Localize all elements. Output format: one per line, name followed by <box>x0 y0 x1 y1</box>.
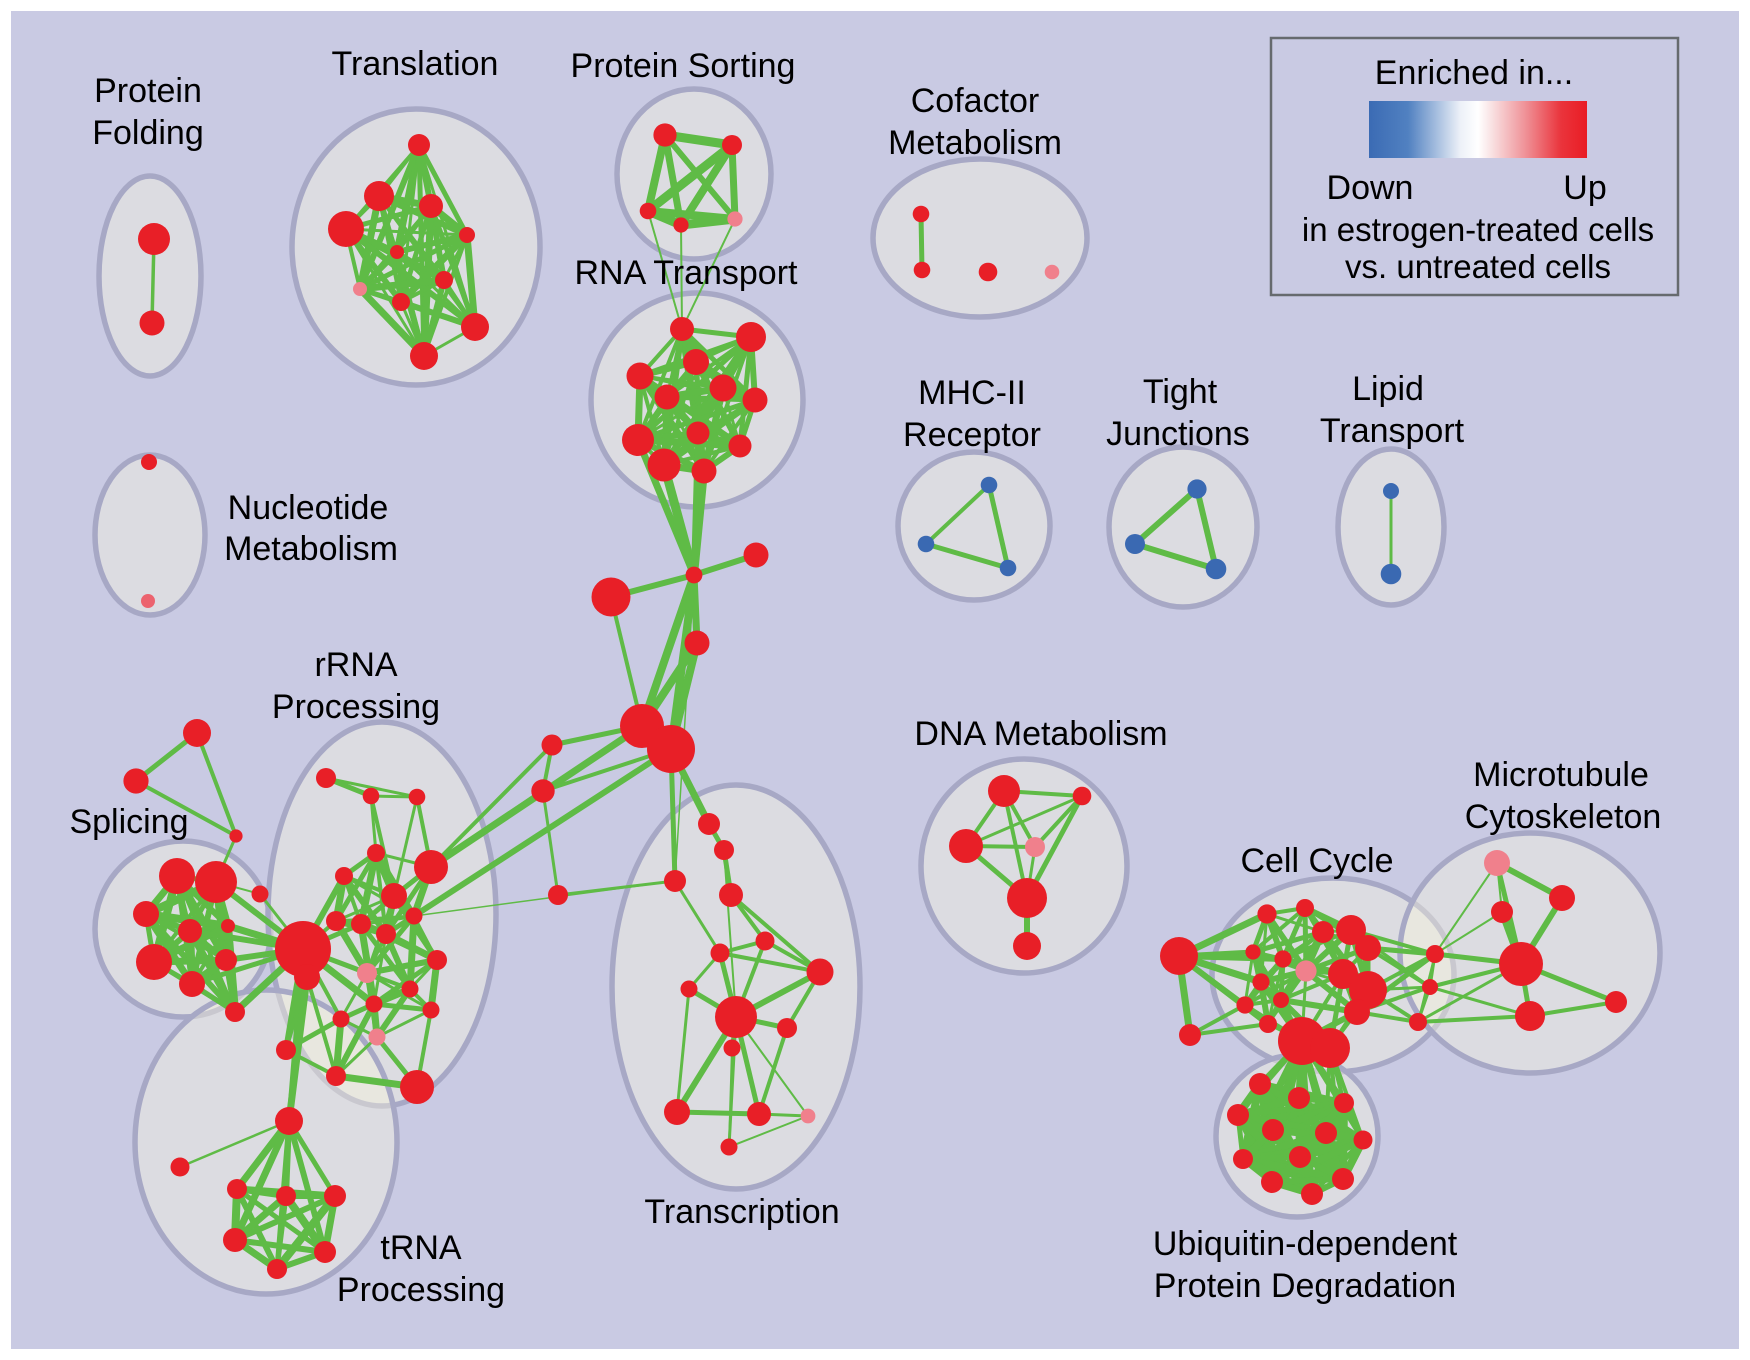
svg-text:Protein Sorting: Protein Sorting <box>571 47 796 85</box>
svg-text:Microtubule: Microtubule <box>1473 756 1649 794</box>
svg-text:Folding: Folding <box>92 114 204 152</box>
svg-text:Cofactor: Cofactor <box>911 82 1040 120</box>
svg-text:Receptor: Receptor <box>903 416 1041 454</box>
svg-text:in estrogen-treated cells: in estrogen-treated cells <box>1302 211 1654 248</box>
svg-text:Metabolism: Metabolism <box>888 124 1062 162</box>
svg-text:Metabolism: Metabolism <box>224 530 398 568</box>
svg-text:Nucleotide: Nucleotide <box>228 489 389 527</box>
svg-text:Junctions: Junctions <box>1106 415 1250 453</box>
svg-text:Transcription: Transcription <box>644 1193 839 1231</box>
svg-text:Cytoskeleton: Cytoskeleton <box>1465 798 1662 836</box>
svg-text:vs. untreated cells: vs. untreated cells <box>1345 248 1611 285</box>
svg-text:Up: Up <box>1563 169 1606 207</box>
svg-text:RNA Transport: RNA Transport <box>575 254 799 292</box>
svg-text:Splicing: Splicing <box>69 803 188 841</box>
svg-text:Translation: Translation <box>332 45 499 83</box>
svg-text:tRNA: tRNA <box>380 1229 462 1267</box>
svg-text:Protein: Protein <box>94 72 202 110</box>
svg-text:Protein Degradation: Protein Degradation <box>1154 1267 1456 1305</box>
svg-text:Tight: Tight <box>1143 373 1218 411</box>
svg-text:Processing: Processing <box>337 1271 505 1309</box>
svg-text:rRNA: rRNA <box>314 646 397 684</box>
svg-text:MHC-II: MHC-II <box>918 374 1026 412</box>
svg-text:Processing: Processing <box>272 688 440 726</box>
svg-text:Ubiquitin-dependent: Ubiquitin-dependent <box>1153 1225 1458 1263</box>
svg-text:Enriched in...: Enriched in... <box>1375 54 1573 92</box>
svg-text:Transport: Transport <box>1320 412 1465 450</box>
svg-text:Lipid: Lipid <box>1352 370 1424 408</box>
svg-text:DNA Metabolism: DNA Metabolism <box>914 715 1167 753</box>
svg-text:Cell Cycle: Cell Cycle <box>1240 842 1393 880</box>
svg-text:Down: Down <box>1327 169 1414 207</box>
